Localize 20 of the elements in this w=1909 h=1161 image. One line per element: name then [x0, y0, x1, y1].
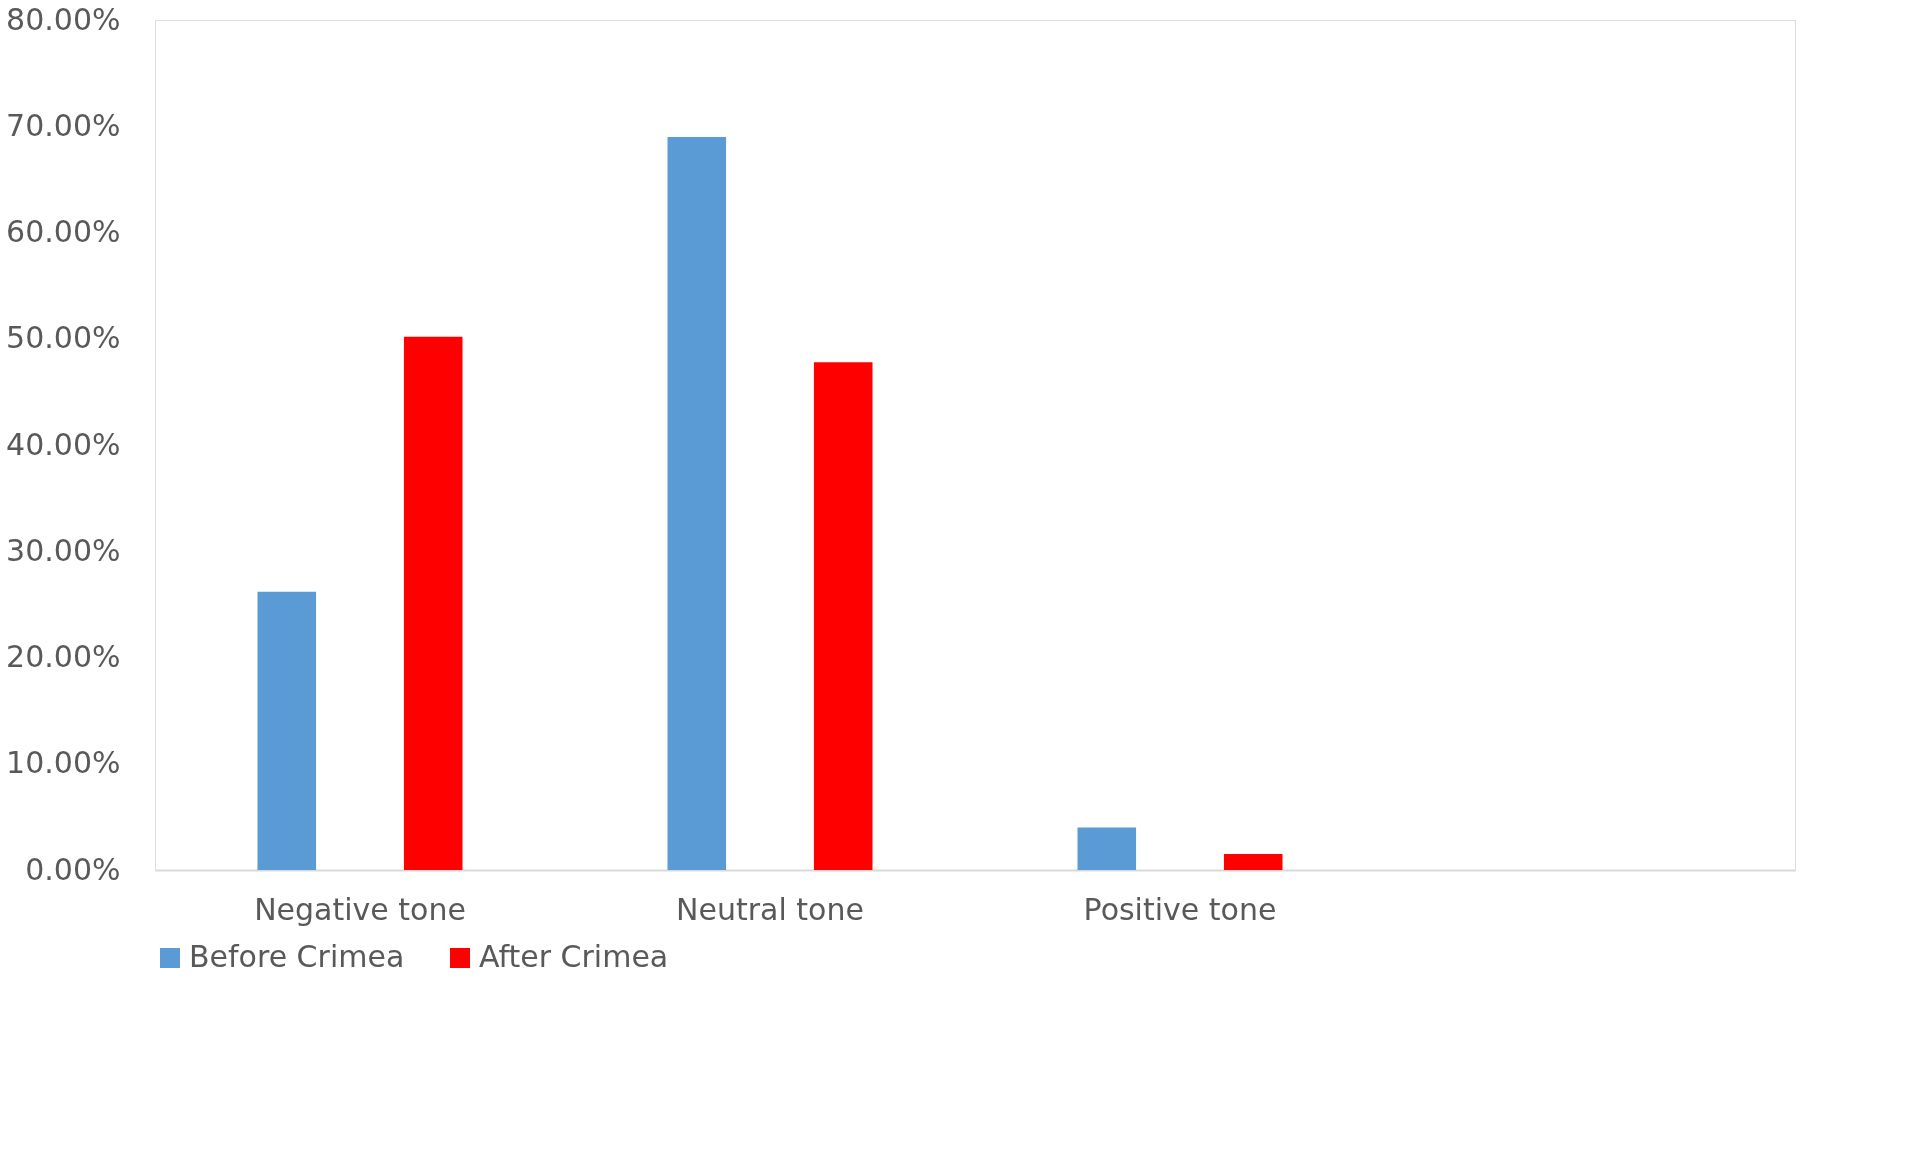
bar — [1077, 827, 1137, 870]
legend-label: Before Crimea — [189, 939, 405, 974]
bar — [257, 591, 317, 870]
y-tick-label: 10.00% — [6, 745, 121, 781]
y-tick-label: 40.00% — [6, 426, 121, 462]
y-tick-label: 0.00% — [25, 851, 121, 887]
bar — [813, 362, 873, 870]
y-tick-label: 50.00% — [6, 320, 121, 356]
bar — [403, 336, 463, 870]
x-tick-label: Neutral tone — [676, 891, 864, 927]
y-tick-label: 20.00% — [6, 639, 121, 674]
y-tick-label: 60.00% — [6, 214, 121, 249]
x-tick-label: Negative tone — [254, 891, 466, 927]
y-tick-label: 80.00% — [6, 1, 121, 37]
bar — [1223, 854, 1283, 870]
y-tick-label: 30.00% — [6, 532, 121, 568]
x-tick-label: Positive tone — [1083, 891, 1277, 927]
y-tick-label: 70.00% — [6, 107, 121, 143]
bar — [667, 136, 727, 870]
legend-label: After Crimea — [479, 939, 669, 974]
